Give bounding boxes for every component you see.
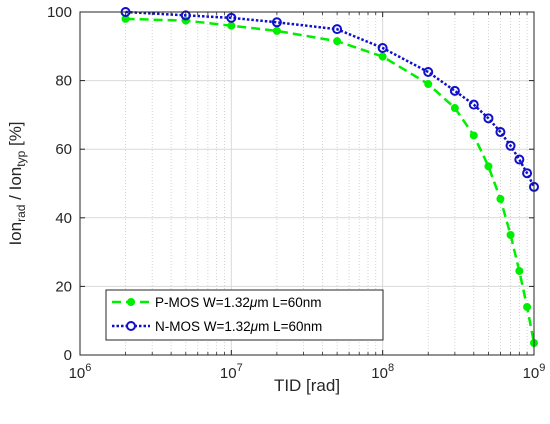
series-layer [120,7,539,347]
x-tick-label-base: 10 [523,365,540,382]
data-point-nmos [180,10,191,21]
data-point-pmos [506,230,515,239]
y-axis-label-part2: / Ion [6,167,25,205]
data-point-pmos [450,104,459,113]
data-point-nmos [505,140,516,151]
data-point-pmos [378,52,387,61]
data-point-pmos [523,302,532,311]
y-axis-label-part3: [%] [6,121,25,150]
data-point-nmos [377,43,388,54]
data-point-pmos [515,266,524,275]
data-point-pmos [272,26,281,35]
data-point-pmos [227,21,236,30]
x-tick-label-exponent: 7 [237,362,243,374]
legend-label-pmos-mu: μ [249,295,258,310]
data-point-nmos [468,99,479,110]
x-tick-label-exponent: 8 [388,362,394,374]
x-tick-label-base: 10 [371,365,388,382]
data-point-pmos [484,162,493,171]
x-tick-label-exponent: 9 [539,362,545,374]
y-tick-label: 40 [55,210,72,227]
data-point-nmos [271,17,282,28]
data-point-nmos [483,113,494,124]
data-point-nmos [449,85,460,96]
data-point-pmos [424,80,433,89]
legend-label-nmos-pre: N-MOS W=1.32 [155,319,251,334]
x-tick-label: 106 [69,362,92,382]
x-tick-label-base: 10 [69,365,86,382]
data-point-nmos [495,127,506,138]
legend: P-MOS W=1.32μm L=60nm N-MOS W=1.32μm L=6… [105,289,384,341]
data-point-nmos [332,24,343,35]
legend-box [105,289,384,341]
legend-entry-pmos: P-MOS W=1.32μm L=60nm [112,295,321,310]
axis-ticks [79,11,535,356]
y-axis-label-sub2: typ [14,150,28,166]
data-point-pmos [496,194,505,203]
x-axis-label: TID [rad] [274,376,340,395]
y-axis-label: Ionrad / Iontyp [%] [6,121,28,245]
y-tick-label: 80 [55,73,72,90]
y-tick-label: 60 [55,141,72,158]
y-axis-label-sub1: rad [14,205,28,222]
y-tick-label: 0 [64,347,72,364]
y-axis-label-part1: Ion [6,222,25,246]
data-point-pmos [333,37,342,46]
x-tick-label-base: 10 [220,365,237,382]
legend-label-nmos: N-MOS W=1.32μm L=60nm [155,319,322,334]
legend-label-nmos-post: m L=60nm [258,319,322,334]
y-tick-label: 20 [55,278,72,295]
data-point-pmos [469,131,478,140]
x-tick-label: 109 [523,362,546,382]
x-tick-label-exponent: 6 [85,362,91,374]
legend-marker-pmos [127,298,135,306]
x-tick-label: 108 [371,362,394,382]
legend-label-pmos-post: m L=60nm [257,295,321,310]
y-tick-label: 100 [47,4,72,21]
legend-label-pmos-pre: P-MOS W=1.32 [155,295,250,310]
y-tick-labels: 0 20 40 60 80 100 [47,4,72,364]
legend-entry-nmos: N-MOS W=1.32μm L=60nm [112,319,322,334]
plot-frame [79,11,535,356]
data-point-nmos [423,67,434,78]
legend-marker-nmos [126,321,136,331]
legend-label-pmos: P-MOS W=1.32μm L=60nm [155,295,321,310]
legend-label-nmos-mu: μ [250,319,259,334]
x-tick-labels: 106 107 108 109 [69,362,546,382]
data-point-nmos [522,168,533,179]
x-tick-label: 107 [220,362,243,382]
data-point-nmos [514,154,525,165]
